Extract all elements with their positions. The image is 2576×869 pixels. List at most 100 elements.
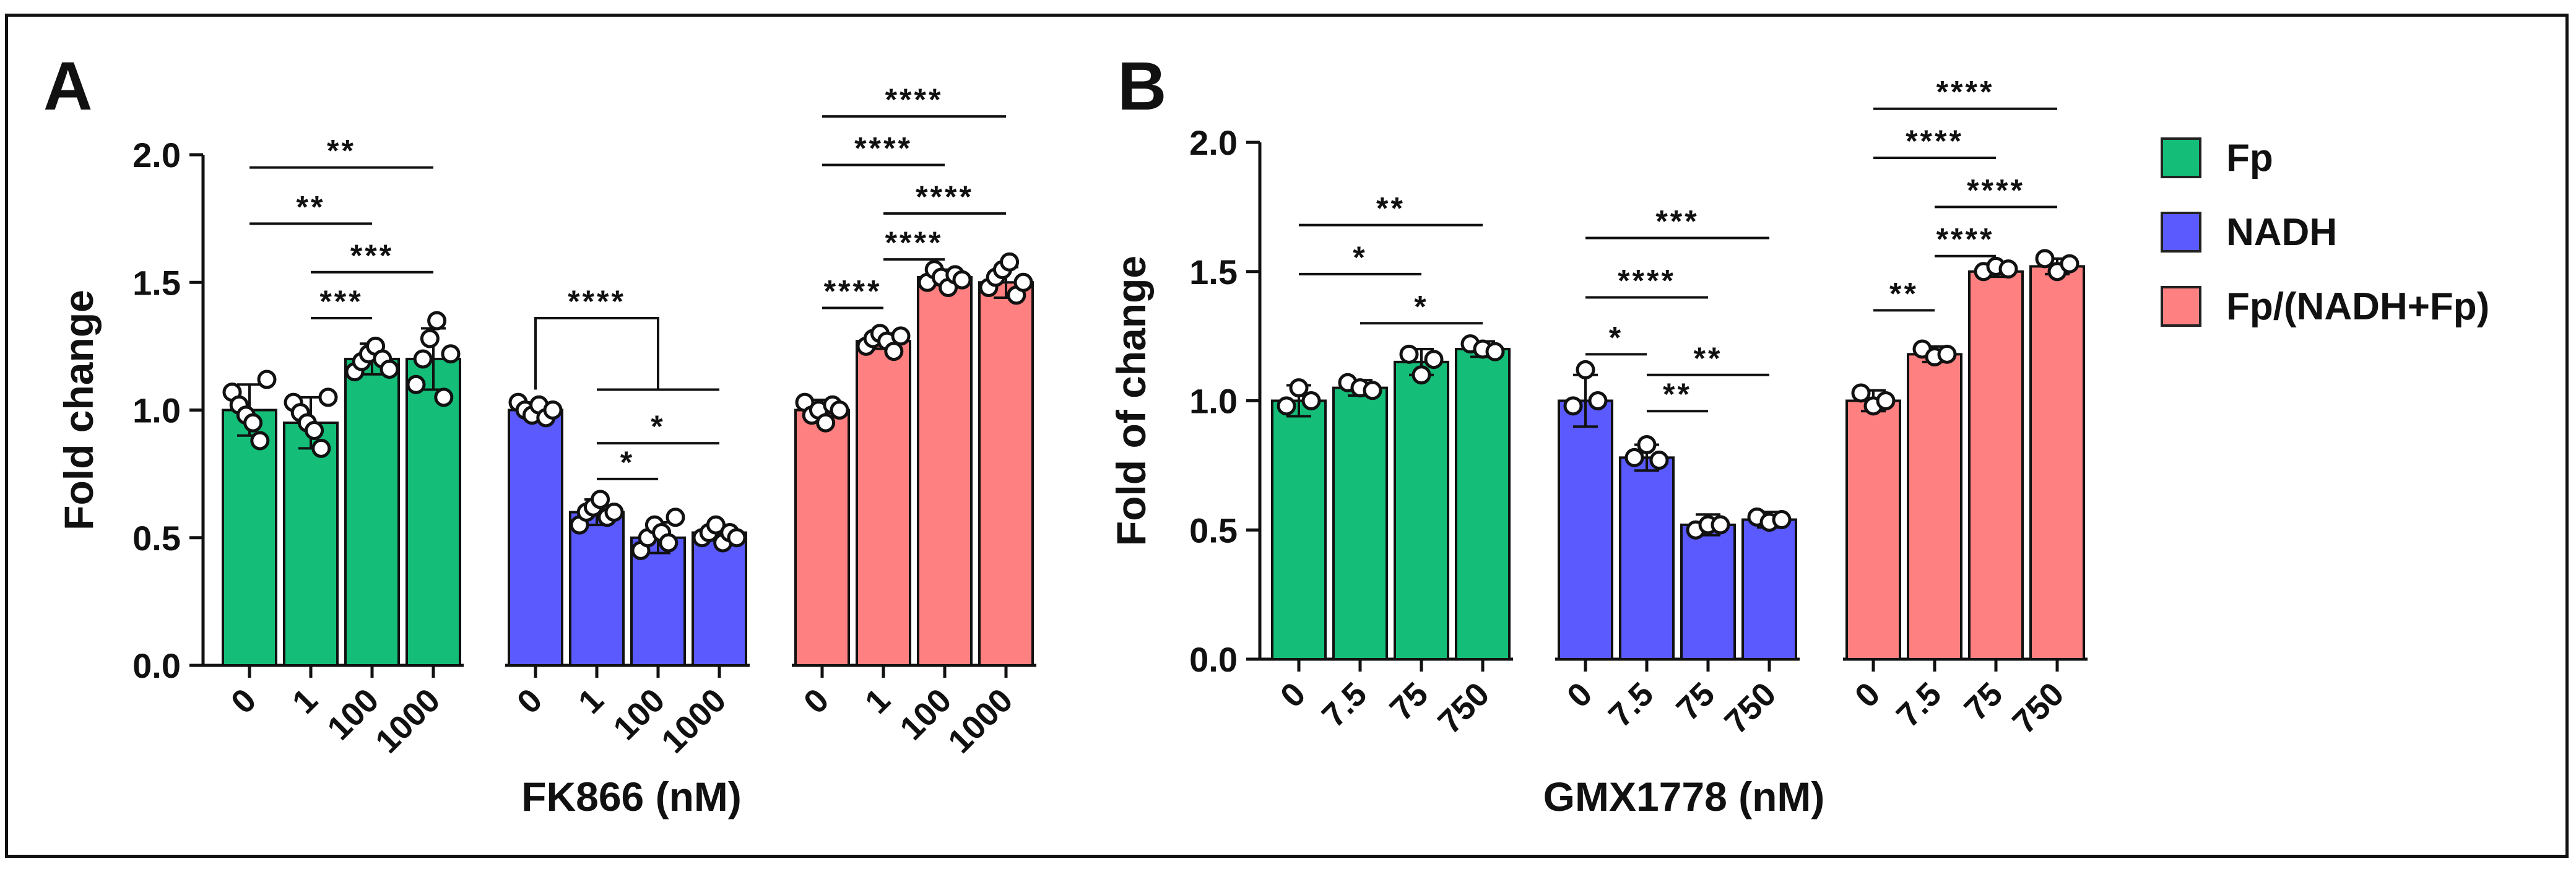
bar [344,358,400,667]
bar [794,409,850,667]
bar [692,531,747,667]
x-tick-label: 0 [1560,675,1600,715]
data-point [413,349,433,369]
bar [1619,456,1675,660]
data-point [420,329,440,348]
data-point [604,503,624,522]
data-point [1301,391,1321,410]
data-point [666,508,685,527]
bar [978,281,1034,667]
significance-label: **** [1967,173,2025,207]
data-point [1937,344,1957,364]
x-tick-label: 7.5 [1315,675,1374,735]
legend-swatch-ratio [2161,286,2201,327]
data-point [1363,381,1382,400]
x-tick-label: 75 [1958,675,2010,728]
data-point [816,413,836,433]
y-tick-label: 1.0 [1189,382,1238,421]
data-point [305,421,324,440]
y-tick-label: 2.0 [132,136,181,175]
x-tick-label: 0 [224,681,264,721]
data-point [591,490,610,509]
data-point [952,270,972,290]
data-point [2035,249,2055,269]
data-point [1649,451,1669,470]
significance-label: **** [885,82,943,117]
bar [1455,348,1511,660]
data-point [1711,515,1730,535]
bar [1558,399,1613,660]
data-point [379,360,399,379]
bar [405,358,461,667]
y-tick-label: 1.5 [1189,253,1238,292]
data-point [427,311,447,331]
data-point [2060,254,2079,274]
data-point [434,387,454,407]
data-point [1637,434,1657,454]
data-point [1277,396,1296,416]
legend: Fp NADH Fp/(NADH+Fp) [2161,121,2489,344]
bar [1394,360,1449,660]
significance-label: * [651,409,665,444]
x-tick-label: 1 [858,681,898,721]
bar [856,340,911,667]
x-tick-label: 75 [1670,675,1722,728]
significance-label: ** [1694,341,1723,376]
data-point [1424,350,1444,370]
x-tick-label: 1000 [654,681,733,760]
legend-label-fp: Fp [2226,136,2273,179]
x-tick-label: 750 [2005,675,2071,741]
legend-label-nadh: NADH [2226,210,2338,254]
data-point [243,413,263,433]
data-point [1998,259,2018,279]
y-tick-label: 1.0 [132,391,181,430]
legend-item-fp: Fp [2161,121,2489,195]
data-point [1399,344,1419,364]
data-point [1000,252,1020,272]
significance-label: *** [350,238,394,273]
figure-frame [5,14,2569,858]
significance-label: **** [885,225,943,260]
legend-item-ratio: Fp/(NADH+Fp) [2161,269,2489,344]
legend-label-ratio: Fp/(NADH+Fp) [2226,285,2490,328]
data-point [891,326,911,346]
significance-label: **** [1618,264,1676,298]
x-tick-label: 0 [1273,675,1313,715]
data-point [257,370,277,389]
significance-label: * [1414,289,1428,324]
significance-label: *** [319,284,363,319]
data-point [318,387,338,407]
data-point [1485,342,1505,361]
data-point [830,400,849,420]
data-point [250,431,270,451]
x-tick-label: 7.5 [1602,675,1661,735]
significance-label: *** [1655,204,1699,238]
bar [1968,270,2024,660]
data-point [1412,365,1431,385]
data-point [1772,510,1792,530]
significance-label: **** [916,179,974,214]
significance-bracket [534,317,659,390]
legend-swatch-nadh [2161,212,2201,253]
x-tick-label: 750 [1717,675,1783,741]
significance-label: ** [1663,377,1692,412]
x-tick-label: 1000 [368,681,447,760]
significance-label: **** [1906,124,1964,158]
bar [917,276,973,667]
significance-label: **** [1936,222,1995,257]
significance-label: ** [1376,191,1405,226]
significance-label: **** [824,274,882,309]
legend-item-nadh: NADH [2161,195,2489,269]
x-tick-label: 750 [1431,675,1496,741]
data-point [441,344,461,364]
y-tick-label: 0.5 [1189,511,1238,550]
bar [1907,353,1962,660]
bar [2029,265,2085,660]
significance-label: * [1353,240,1367,275]
significance-label: **** [854,131,913,166]
data-point [659,533,679,553]
x-axis-label: FK866 (nM) [521,774,742,819]
